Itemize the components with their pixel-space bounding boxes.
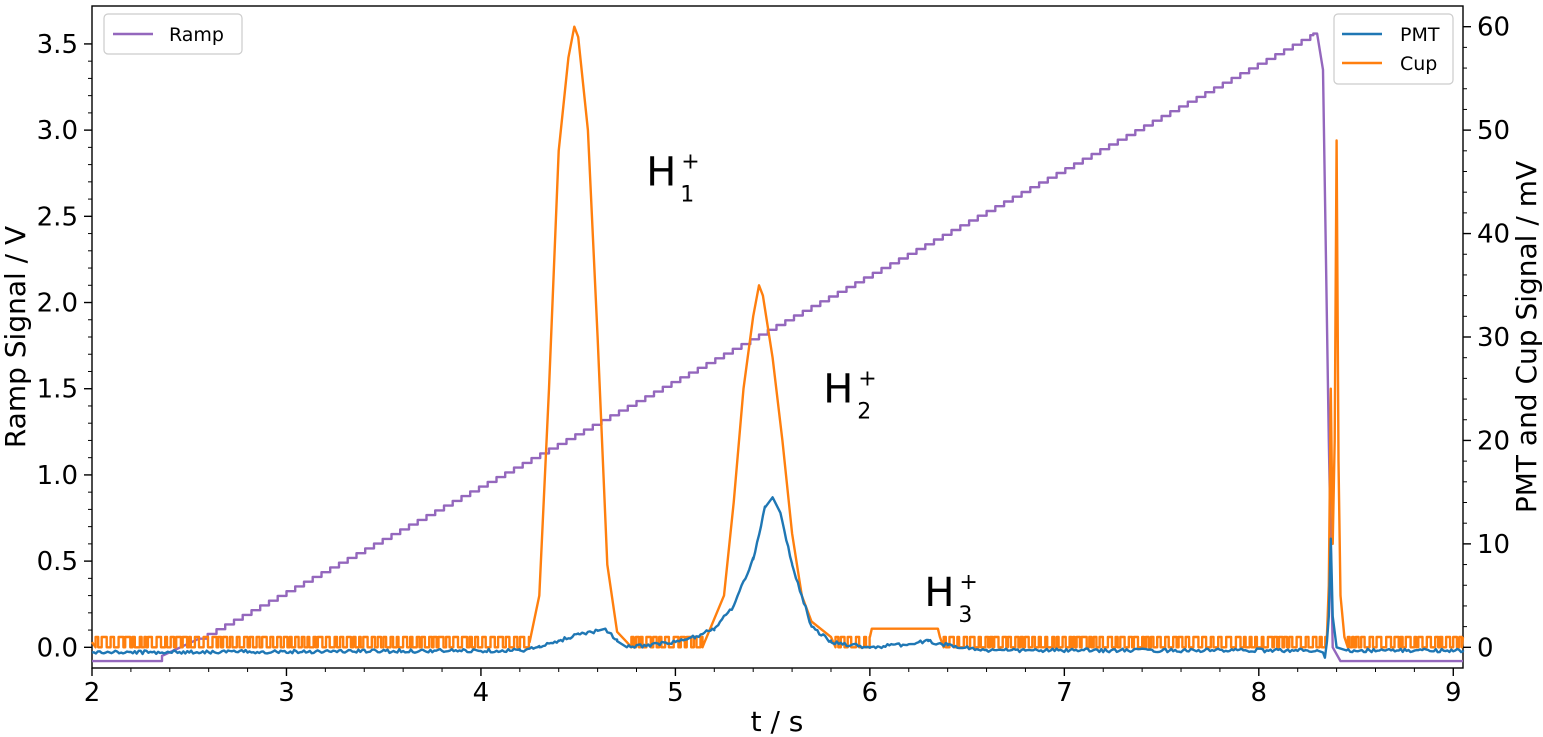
annotation-charge: +	[858, 367, 876, 392]
y-tick-label: 0.0	[37, 633, 78, 663]
x-tick-label: 7	[1056, 678, 1073, 708]
legend-left: Ramp	[103, 13, 243, 55]
y2-tick-label: 60	[1477, 13, 1510, 43]
annotation-index: 1	[680, 182, 694, 207]
y-axis-label: Ramp Signal / V	[0, 226, 32, 448]
y-tick-label: 0.5	[37, 547, 78, 577]
annotation-index: 2	[857, 400, 871, 425]
y2-tick-label: 40	[1477, 220, 1510, 250]
y-tick-label: 1.0	[37, 461, 78, 491]
annotation-symbol: H	[646, 149, 676, 195]
y2-axis-label: PMT and Cup Signal / mV	[1510, 161, 1543, 513]
annotation-symbol: H	[924, 570, 954, 616]
y2-tick-label: 10	[1477, 530, 1510, 560]
x-axis-label: t / s	[751, 705, 804, 737]
legend-right: PMT Cup	[1333, 13, 1454, 85]
annotation-ion-2: H +2	[823, 367, 876, 425]
y2-tick-label: 30	[1477, 323, 1510, 353]
annotation-index: 3	[958, 603, 972, 628]
x-tick-label: 8	[1251, 678, 1268, 708]
annotation-ion-3: H +3	[924, 570, 977, 628]
x-tick-label: 3	[278, 678, 295, 708]
x-tick-label: 9	[1445, 678, 1462, 708]
y-tick-label: 1.5	[37, 375, 78, 405]
annotation-charge: +	[681, 149, 699, 174]
series-line-pmt	[91, 496, 1465, 659]
series-line-ramp	[92, 32, 1463, 663]
series-line-cup	[91, 25, 1465, 649]
y2-tick-label: 0	[1477, 633, 1494, 663]
ticks-layer: 2 3 4 5 6 7 8 9 0.0 0.5 1.0 1.5 2.0 2.5 3.0 3.5 0 10 20 30 4…	[37, 13, 1510, 708]
y2-tick-label: 50	[1477, 116, 1510, 146]
x-tick-label: 2	[84, 678, 101, 708]
legend-label-ramp: Ramp	[169, 24, 224, 46]
y-tick-label: 2.5	[37, 202, 78, 232]
y2-tick-label: 20	[1477, 426, 1510, 456]
annotation-charge: +	[959, 570, 977, 595]
legend-label-cup: Cup	[1400, 53, 1437, 75]
x-tick-label: 5	[667, 678, 684, 708]
annotation-symbol: H	[823, 367, 853, 413]
annotation-ion-1: H +1	[646, 149, 699, 207]
legend-label-pmt: PMT	[1400, 24, 1440, 46]
x-tick-label: 6	[862, 678, 879, 708]
x-tick-label: 4	[473, 678, 490, 708]
y-tick-label: 2.0	[37, 289, 78, 319]
plot-frame	[91, 5, 1464, 669]
y-tick-label: 3.0	[37, 116, 78, 146]
annotations-layer: H +1H +2H +3	[646, 149, 978, 628]
y-tick-label: 3.5	[37, 30, 78, 60]
series-layer	[91, 25, 1465, 663]
